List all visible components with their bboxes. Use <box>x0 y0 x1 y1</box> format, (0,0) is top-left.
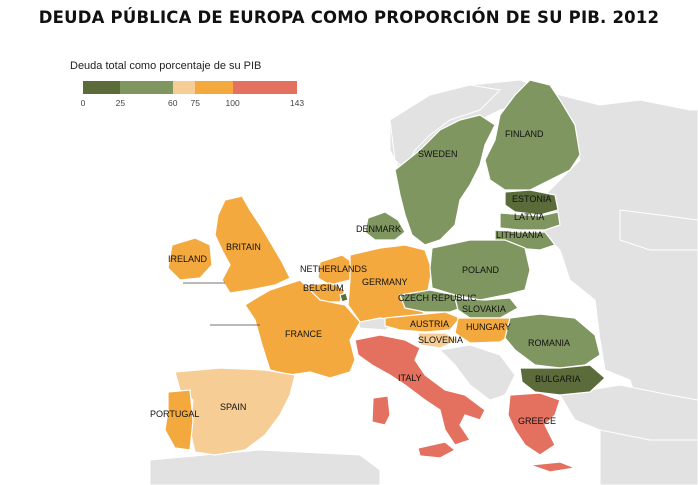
label-spain: SPAIN <box>220 402 246 412</box>
legend-title: Deuda total como porcentaje de su PIB <box>70 60 262 72</box>
label-denmark: DENMARK <box>356 224 401 234</box>
legend-tick-label: 25 <box>115 98 126 108</box>
legend-tick-label: 100 <box>225 98 240 108</box>
legend-segment <box>120 81 173 94</box>
label-portugal: PORTUGAL <box>150 409 199 419</box>
country-france <box>244 279 361 379</box>
page-title: DEUDA PÚBLICA DE EUROPA COMO PROPORCIÓN … <box>38 8 660 27</box>
country-sardinia <box>371 395 391 426</box>
legend-tick-label: 143 <box>289 98 305 108</box>
country-greece <box>507 392 561 456</box>
label-slovakia: SLOVAKIA <box>462 304 506 314</box>
country-portugal <box>164 389 194 451</box>
label-ireland: IRELAND <box>168 254 208 264</box>
country-italy <box>354 334 486 446</box>
label-romania: ROMANIA <box>528 338 570 348</box>
label-greece: GREECE <box>518 416 556 426</box>
country-estonia <box>504 189 559 216</box>
label-sweden: SWEDEN <box>418 149 458 159</box>
legend-segment <box>195 81 233 94</box>
country-ireland <box>167 237 213 281</box>
country-latvia <box>499 211 561 231</box>
legend-tick-label: 75 <box>190 98 200 108</box>
label-germany: GERMANY <box>362 277 408 287</box>
label-belgium: BELGIUM <box>303 283 344 293</box>
legend-color-bar <box>83 81 297 94</box>
label-italy: ITALY <box>398 373 422 383</box>
legend-tick-label: 0 <box>80 98 86 108</box>
legend-ticks: 0 25 60 75 100 143 <box>80 98 304 110</box>
label-france: FRANCE <box>285 329 322 339</box>
country-sicily <box>417 441 457 459</box>
country-labels: FINLAND SWEDEN ESTONIA LATVIA LITHUANIA … <box>150 129 581 426</box>
country-sweden <box>394 114 496 246</box>
label-poland: POLAND <box>462 265 500 275</box>
country-spain <box>174 367 296 456</box>
country-crete <box>529 461 578 473</box>
label-estonia: ESTONIA <box>512 194 551 204</box>
leader-lines <box>183 282 260 326</box>
label-czech: CZECH REPUBLIC <box>398 293 477 303</box>
north-africa <box>149 449 381 485</box>
label-austria: AUSTRIA <box>410 319 449 329</box>
non-eu-land <box>149 79 698 485</box>
country-austria <box>384 311 461 333</box>
label-lithuania: LITHUANIA <box>496 230 543 240</box>
label-britain: BRITAIN <box>226 242 261 252</box>
label-bulgaria: BULGARIA <box>535 374 581 384</box>
country-luxembourg <box>339 292 349 303</box>
europe-map: FINLAND SWEDEN ESTONIA LATVIA LITHUANIA … <box>0 40 698 485</box>
country-finland <box>484 79 581 191</box>
label-latvia: LATVIA <box>514 212 544 222</box>
legend-tick-label: 60 <box>168 98 178 108</box>
country-denmark <box>364 211 406 241</box>
country-poland <box>429 239 531 301</box>
balkans <box>438 344 516 401</box>
label-netherlands: NETHERLANDS <box>300 264 367 274</box>
legend-segment <box>172 81 196 94</box>
country-slovakia <box>454 297 519 319</box>
country-bulgaria <box>519 364 606 396</box>
label-finland: FINLAND <box>505 129 544 139</box>
label-slovenia: SLOVENIA <box>418 335 463 345</box>
turkey <box>559 384 698 441</box>
legend-segment <box>232 81 297 94</box>
east-land <box>619 209 698 251</box>
legend-segment <box>83 81 121 94</box>
eu-countries <box>164 79 606 473</box>
country-slovenia <box>417 332 460 349</box>
label-hungary: HUNGARY <box>466 322 511 332</box>
country-britain <box>214 195 291 294</box>
